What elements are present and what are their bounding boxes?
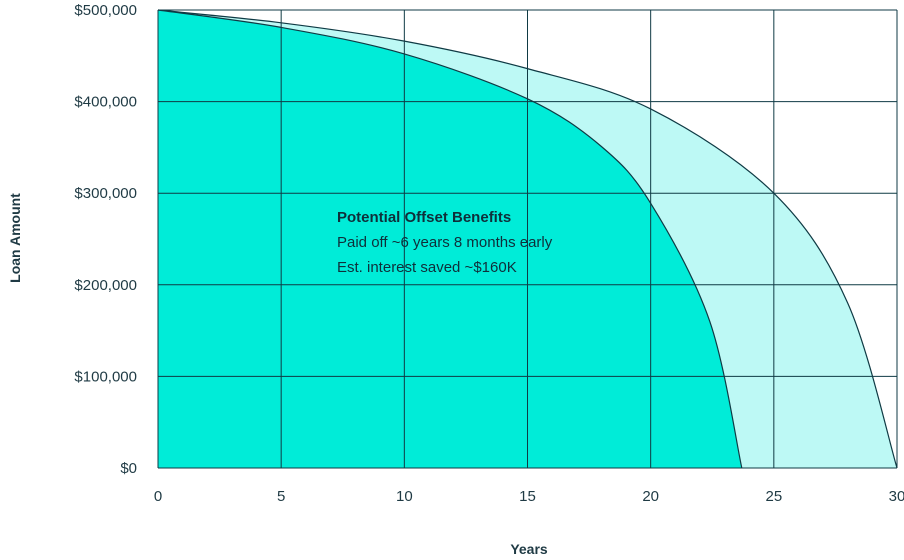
annotation-line: Est. interest saved ~$160K xyxy=(337,259,517,276)
x-tick-label: 25 xyxy=(765,488,782,505)
y-tick-label: $400,000 xyxy=(74,94,137,111)
x-tick-label: 0 xyxy=(154,488,162,505)
annotation-title: Potential Offset Benefits xyxy=(337,209,511,226)
y-tick-label: $100,000 xyxy=(74,368,137,385)
series-line-0 xyxy=(157,9,898,469)
grid-lines xyxy=(157,9,898,469)
y-tick-label: $300,000 xyxy=(74,185,137,202)
y-tick-label: $0 xyxy=(120,460,137,477)
x-tick-label: 15 xyxy=(519,488,536,505)
annotation-line: Paid off ~6 years 8 months early xyxy=(337,234,553,251)
x-tick-label: 5 xyxy=(277,488,285,505)
y-axis-title: Loan Amount xyxy=(7,193,23,283)
series-line-1 xyxy=(157,9,743,469)
offset-annotation: Potential Offset Benefits Paid off ~6 ye… xyxy=(337,209,553,276)
x-tick-labels: 0 5 10 15 20 25 30 xyxy=(154,488,904,505)
y-tick-label: $500,000 xyxy=(74,2,137,19)
y-tick-labels: $0 $100,000 $200,000 $300,000 $400,000 $500,0… xyxy=(74,2,137,477)
x-axis-title: Years xyxy=(510,541,548,557)
y-tick-label: $200,000 xyxy=(74,277,137,294)
x-tick-label: 20 xyxy=(642,488,659,505)
x-tick-label: 30 xyxy=(889,488,904,505)
series-area-1 xyxy=(158,10,742,468)
x-tick-label: 10 xyxy=(396,488,413,505)
